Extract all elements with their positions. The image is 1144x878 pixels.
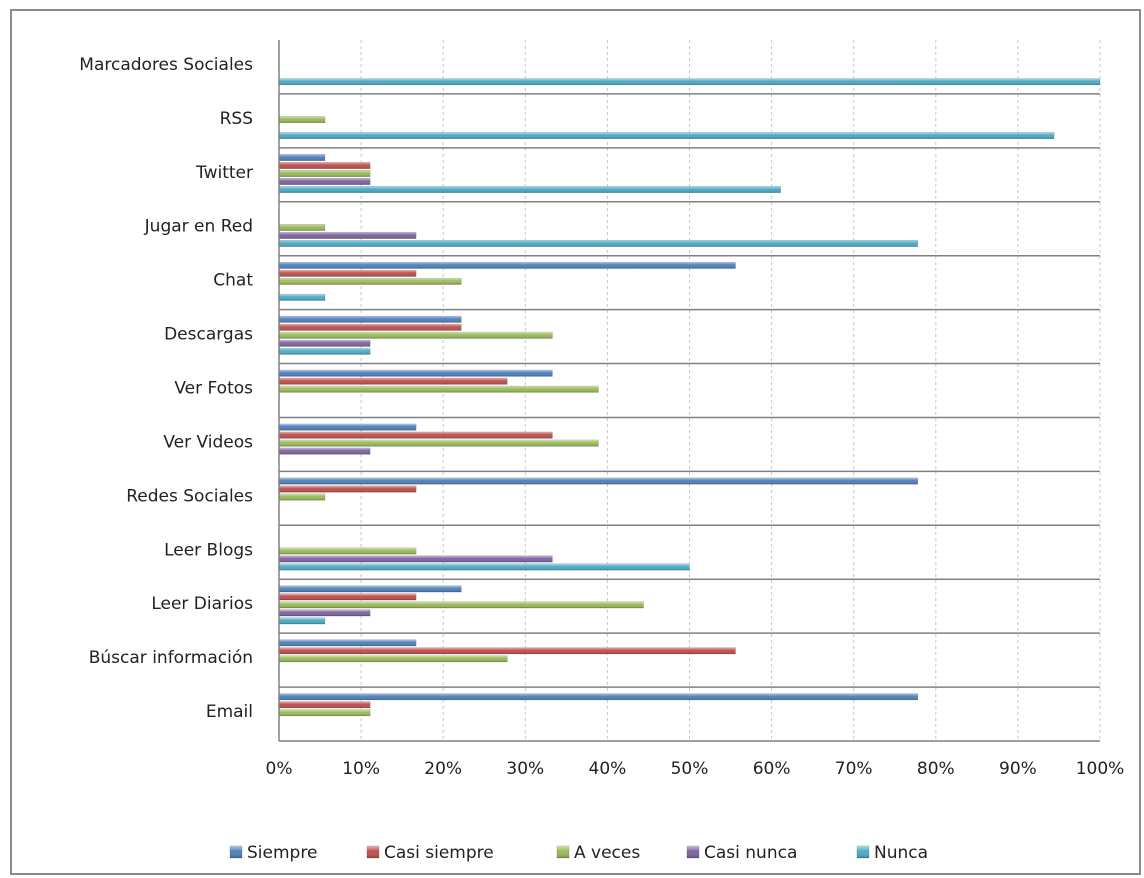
bar-ver-fotos-a-veces xyxy=(278,385,599,393)
legend-item-siempre: Siempre xyxy=(229,843,317,863)
bar-chat-a-veces xyxy=(278,277,462,285)
category-labels: Email Búscar información Leer Diarios Leer … xyxy=(79,55,253,722)
bar-buscar-informacion-casi-siempre xyxy=(278,647,736,655)
legend-label: Nunca xyxy=(874,843,928,863)
bar-ver-fotos-siempre xyxy=(278,369,553,377)
bar-rss-nunca xyxy=(278,132,1055,139)
x-tick-label: 40% xyxy=(589,759,627,779)
category-label: Leer Blogs xyxy=(164,540,253,560)
bar-twitter-siempre xyxy=(278,154,326,161)
x-tick-label: 70% xyxy=(835,759,873,779)
bar-leer-blogs-casi-nunca xyxy=(278,555,553,563)
x-tick-label: 0% xyxy=(266,759,293,779)
legend-item-nunca: Nunca xyxy=(856,843,928,863)
category-label: Ver Videos xyxy=(163,432,253,452)
bar-twitter-nunca xyxy=(278,186,781,193)
bar-leer-diarios-siempre xyxy=(278,585,462,593)
category-label: Twitter xyxy=(195,163,253,183)
bar-buscar-informacion-a-veces xyxy=(278,655,508,663)
category-label: RSS xyxy=(220,109,253,129)
bar-ver-videos-casi-siempre xyxy=(278,431,553,439)
bar-leer-blogs-nunca xyxy=(278,563,690,571)
chart-frame: Email Búscar información Leer Diarios Leer … xyxy=(10,9,1141,875)
bar-twitter-a-veces xyxy=(278,170,371,177)
x-tick-labels: 0% 10% 20% 30% 40% 50% 60% 70% 80% 90% 100% xyxy=(266,759,1125,779)
x-tick-label: 90% xyxy=(999,759,1037,779)
x-tick-label: 80% xyxy=(917,759,955,779)
bar-redes-sociales-casi-siempre xyxy=(278,485,417,493)
bar-twitter-casi-siempre xyxy=(278,162,371,169)
bar-ver-videos-siempre xyxy=(278,423,417,431)
legend-item-casi-nunca: Casi nunca xyxy=(686,843,797,863)
bar-twitter-casi-nunca xyxy=(278,178,371,185)
category-label: Redes Sociales xyxy=(126,486,253,506)
category-label: Jugar en Red xyxy=(144,217,253,237)
category-label: Descargas xyxy=(164,325,253,345)
bar-leer-diarios-casi-nunca xyxy=(278,609,371,617)
bar-leer-diarios-casi-siempre xyxy=(278,593,417,601)
bar-chat-siempre xyxy=(278,261,736,269)
legend-label: Siempre xyxy=(247,843,317,863)
bar-leer-diarios-nunca xyxy=(278,617,326,625)
bar-redes-sociales-siempre xyxy=(278,477,918,485)
bar-leer-blogs-a-veces xyxy=(278,547,417,555)
bar-chart: Email Búscar información Leer Diarios Leer … xyxy=(79,40,1125,863)
x-tick-label: 20% xyxy=(424,759,462,779)
bar-descargas-siempre xyxy=(278,315,462,323)
category-label: Leer Diarios xyxy=(151,594,253,614)
legend-label: A veces xyxy=(574,843,640,863)
bar-marcadores-sociales-nunca xyxy=(278,78,1101,86)
bar-redes-sociales-a-veces xyxy=(278,493,326,501)
gridlines xyxy=(279,40,1101,742)
legend-item-a-veces: A veces xyxy=(556,843,640,863)
bar-ver-videos-a-veces xyxy=(278,439,599,447)
bar-email-siempre xyxy=(278,693,918,701)
legend-item-casi-siempre: Casi siempre xyxy=(366,843,494,863)
category-label: Ver Fotos xyxy=(174,379,253,399)
bar-rss-a-veces xyxy=(278,116,326,123)
bar-buscar-informacion-siempre xyxy=(278,639,417,647)
bar-jugar-en-red-casi-nunca xyxy=(278,232,417,239)
legend: Siempre Casi siempre A veces Casi nunca Nunc… xyxy=(229,843,928,863)
category-label: Marcadores Sociales xyxy=(79,55,253,75)
legend-label: Casi siempre xyxy=(384,843,494,863)
bar-chat-casi-siempre xyxy=(278,269,417,277)
legend-label: Casi nunca xyxy=(704,843,797,863)
bar-descargas-casi-siempre xyxy=(278,323,462,331)
bar-leer-diarios-a-veces xyxy=(278,601,644,609)
x-tick-label: 60% xyxy=(753,759,791,779)
x-tick-label: 30% xyxy=(506,759,544,779)
bar-email-casi-siempre xyxy=(278,701,371,709)
bars xyxy=(278,78,1101,717)
bar-jugar-en-red-nunca xyxy=(278,240,918,247)
bar-descargas-a-veces xyxy=(278,331,553,339)
bar-email-a-veces xyxy=(278,709,371,717)
category-label: Búscar información xyxy=(89,648,253,668)
category-label: Chat xyxy=(213,271,253,291)
bar-descargas-nunca xyxy=(278,347,371,355)
x-tick-label: 10% xyxy=(342,759,380,779)
x-tick-label: 100% xyxy=(1076,759,1125,779)
x-tick-label: 50% xyxy=(671,759,709,779)
bar-ver-fotos-casi-siempre xyxy=(278,377,508,385)
bar-descargas-casi-nunca xyxy=(278,339,371,347)
bar-ver-videos-casi-nunca xyxy=(278,447,371,455)
bar-jugar-en-red-a-veces xyxy=(278,224,326,231)
category-label: Email xyxy=(206,702,253,722)
bar-chat-nunca xyxy=(278,293,326,301)
